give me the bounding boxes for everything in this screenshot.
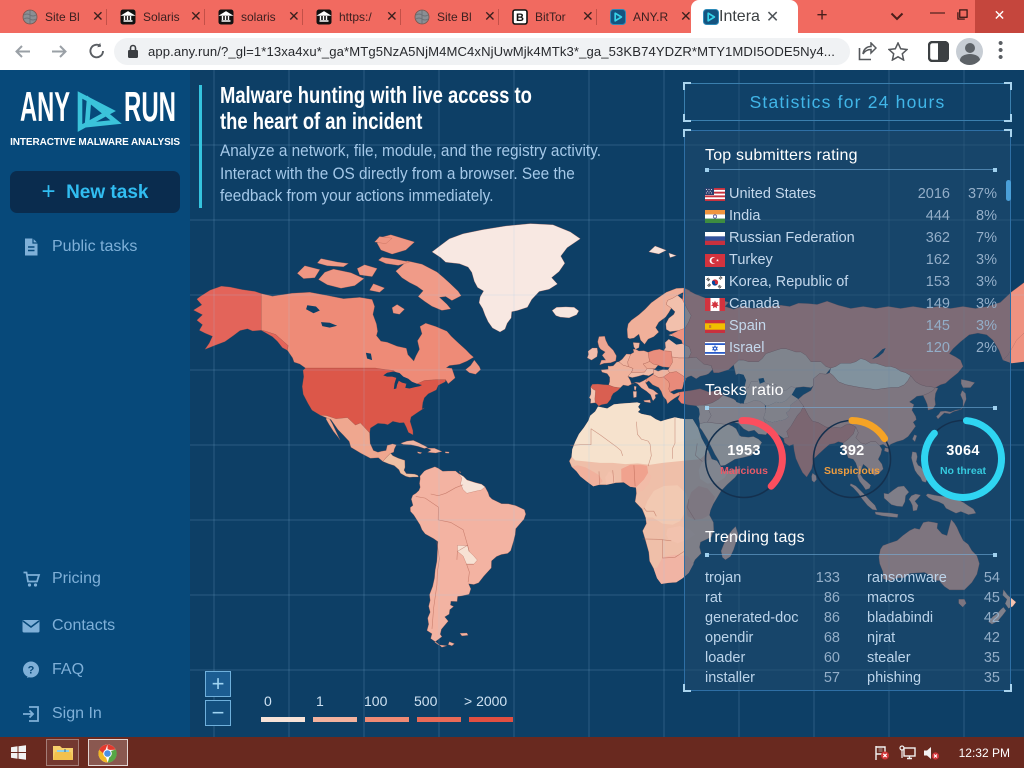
svg-text:ANY: ANY: [20, 86, 70, 130]
svg-text:B: B: [516, 12, 524, 24]
svg-text:?: ?: [28, 665, 35, 677]
svg-text:RUN: RUN: [124, 86, 176, 130]
